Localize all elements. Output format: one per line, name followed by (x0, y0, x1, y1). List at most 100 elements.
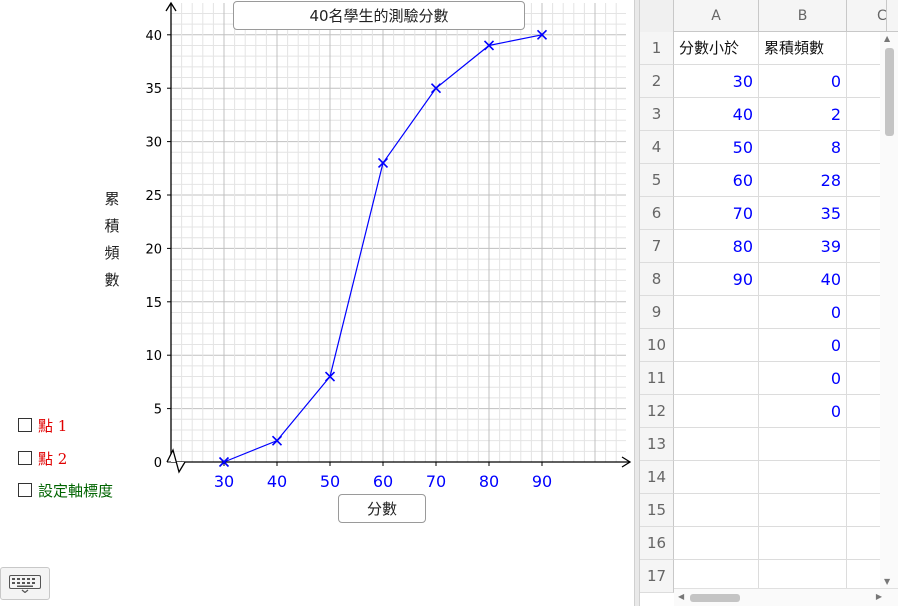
cell-a[interactable]: 60 (674, 164, 759, 197)
checkbox-point-1[interactable]: 點 1 (18, 414, 67, 436)
cell-a[interactable]: 分數小於 (674, 32, 759, 65)
cell-b[interactable]: 0 (759, 296, 847, 329)
checkbox-box[interactable] (18, 483, 32, 497)
cell-a[interactable]: 90 (674, 263, 759, 296)
table-row: 3 40 2 (640, 98, 898, 131)
row-header[interactable]: 8 (640, 263, 674, 296)
row-header[interactable]: 4 (640, 131, 674, 164)
cell-a[interactable]: 30 (674, 65, 759, 98)
row-header[interactable]: 10 (640, 329, 674, 362)
cell-b[interactable]: 40 (759, 263, 847, 296)
cell-b[interactable] (759, 527, 847, 560)
table-row: 4 50 8 (640, 131, 898, 164)
column-header-a[interactable]: A (674, 0, 759, 32)
cell-b[interactable] (759, 494, 847, 527)
row-header[interactable]: 13 (640, 428, 674, 461)
x-tick-label: 60 (373, 472, 393, 491)
cell-a[interactable]: 70 (674, 197, 759, 230)
checkbox-point-2[interactable]: 點 2 (18, 447, 67, 469)
column-header-b[interactable]: B (759, 0, 847, 32)
y-tick-label: 30 (145, 136, 162, 151)
cell-a[interactable] (674, 296, 759, 329)
table-row: 13 (640, 428, 898, 461)
cell-a[interactable] (674, 494, 759, 527)
cell-a[interactable] (674, 395, 759, 428)
row-header[interactable]: 6 (640, 197, 674, 230)
row-header[interactable]: 11 (640, 362, 674, 395)
x-axis-arrow (621, 456, 632, 468)
checkbox-label: 點 1 (38, 416, 68, 435)
row-header[interactable]: 12 (640, 395, 674, 428)
checkbox-box[interactable] (18, 418, 32, 432)
keyboard-icon (9, 574, 41, 593)
chart-title[interactable]: 40名學生的測驗分數 (233, 1, 525, 30)
table-row: 15 (640, 494, 898, 527)
cell-b[interactable]: 0 (759, 65, 847, 98)
y-tick-label: 40 (145, 29, 162, 44)
cell-b[interactable]: 8 (759, 131, 847, 164)
row-header[interactable]: 15 (640, 494, 674, 527)
cell-b[interactable] (759, 461, 847, 494)
corner-cell[interactable] (640, 0, 674, 32)
cell-b[interactable]: 39 (759, 230, 847, 263)
row-header[interactable]: 2 (640, 65, 674, 98)
checkbox-box[interactable] (18, 451, 32, 465)
table-row: 11 0 (640, 362, 898, 395)
cell-b[interactable]: 0 (759, 362, 847, 395)
cell-a[interactable] (674, 428, 759, 461)
table-row: 10 0 (640, 329, 898, 362)
horizontal-scroll-thumb[interactable] (690, 594, 740, 602)
column-header-c[interactable]: C (847, 0, 887, 32)
y-axis-arrow (165, 1, 177, 12)
cell-a[interactable] (674, 527, 759, 560)
y-tick-label: 25 (145, 189, 162, 204)
cell-a[interactable]: 50 (674, 131, 759, 164)
table-row: 16 (640, 527, 898, 560)
scroll-right-icon[interactable]: ▶ (875, 592, 882, 601)
horizontal-scrollbar[interactable]: ◀ ▶ (674, 588, 898, 606)
vertical-scroll-thumb[interactable] (885, 48, 894, 136)
view-divider[interactable] (634, 0, 640, 606)
x-axis-label[interactable]: 分數 (338, 494, 426, 523)
data-point (324, 371, 336, 382)
row-header[interactable]: 14 (640, 461, 674, 494)
cell-a[interactable] (674, 329, 759, 362)
checkbox-axis-scale[interactable]: 設定軸標度 (18, 479, 113, 501)
cell-a[interactable] (674, 362, 759, 395)
data-point (271, 435, 283, 446)
data-point (483, 40, 495, 51)
row-header[interactable]: 1 (640, 32, 674, 65)
table-row: 6 70 35 (640, 197, 898, 230)
cell-b[interactable]: 0 (759, 329, 847, 362)
cell-b[interactable]: 0 (759, 395, 847, 428)
row-header[interactable]: 3 (640, 98, 674, 131)
column-header-row: A B C (640, 0, 898, 32)
cell-a[interactable]: 40 (674, 98, 759, 131)
table-row: 1 分數小於 累積頻數 (640, 32, 898, 65)
cell-b[interactable]: 28 (759, 164, 847, 197)
cell-a[interactable]: 80 (674, 230, 759, 263)
axis-break-icon (166, 448, 186, 474)
y-tick-label: 15 (145, 296, 162, 311)
x-tick-label: 40 (267, 472, 287, 491)
graph-canvas[interactable]: 0 5 10 15 20 25 30 35 40 30 40 50 60 70 80 90 (0, 0, 634, 606)
cell-b[interactable]: 2 (759, 98, 847, 131)
vertical-scrollbar[interactable]: ▲ ▼ (880, 32, 898, 588)
cell-b[interactable]: 累積頻數 (759, 32, 847, 65)
row-header[interactable]: 17 (640, 560, 674, 593)
keyboard-button[interactable] (0, 567, 50, 600)
checkbox-label: 設定軸標度 (38, 481, 114, 500)
row-header[interactable]: 5 (640, 164, 674, 197)
cell-b[interactable] (759, 428, 847, 461)
cell-b[interactable]: 35 (759, 197, 847, 230)
row-header[interactable]: 7 (640, 230, 674, 263)
scroll-down-icon[interactable]: ▼ (884, 577, 891, 586)
scroll-left-icon[interactable]: ◀ (678, 592, 685, 601)
scroll-up-icon[interactable]: ▲ (884, 34, 891, 43)
graphics-view[interactable]: 0 5 10 15 20 25 30 35 40 30 40 50 60 70 80 90 40名學生的測驗分… (0, 0, 634, 606)
row-header[interactable]: 9 (640, 296, 674, 329)
table-row: 14 (640, 461, 898, 494)
cell-a[interactable] (674, 461, 759, 494)
spreadsheet-view[interactable]: A B C 1 分數小於 累積頻數 2 30 0 3 40 2 4 50 8 5 60 28 6 70 35 7 80… (640, 0, 898, 606)
row-header[interactable]: 16 (640, 527, 674, 560)
